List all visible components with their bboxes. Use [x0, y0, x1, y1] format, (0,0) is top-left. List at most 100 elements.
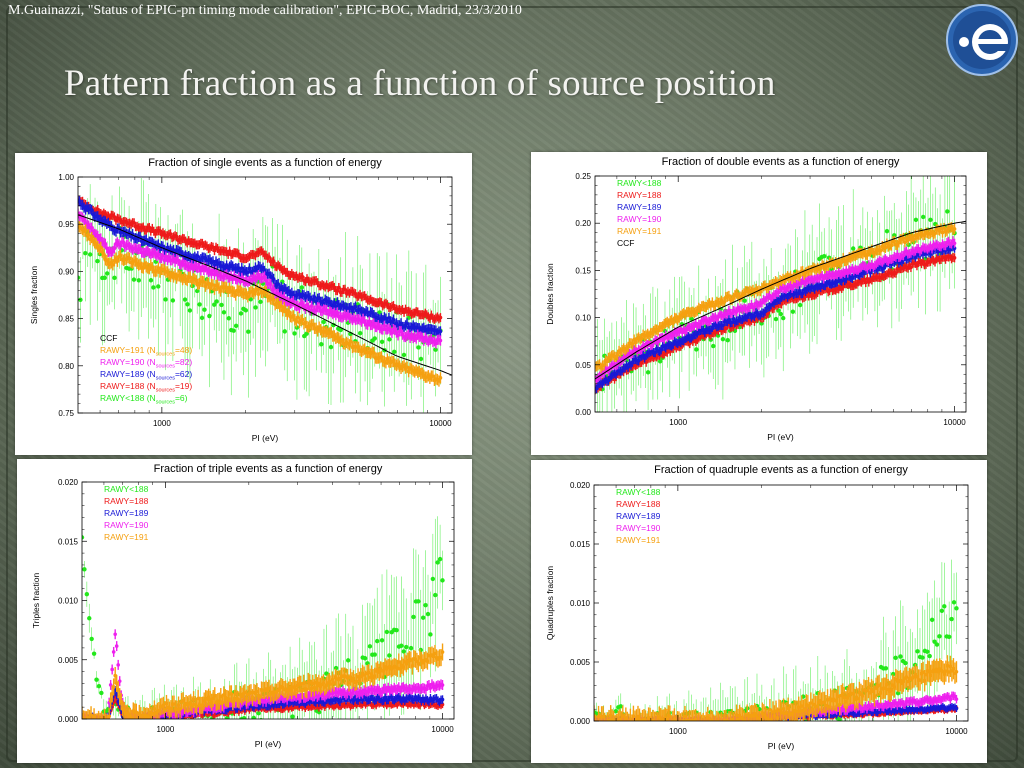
data-point: [438, 329, 443, 334]
data-point: [184, 721, 188, 725]
plot-area: [595, 176, 966, 412]
data-point: [822, 253, 827, 259]
y-tick-label: 0.75: [58, 409, 74, 418]
chart-title: Fraction of triple events as a function …: [154, 463, 383, 475]
y-tick-label: 0.15: [575, 266, 591, 275]
data-point: [214, 299, 219, 304]
data-point: [438, 315, 443, 320]
chart-triples: Fraction of triple events as a function …: [31, 463, 455, 749]
data-point: [199, 315, 205, 321]
legend-entry: RAWY=190 (Nsources=82): [100, 357, 192, 370]
data-point: [253, 305, 258, 310]
chart-panel-singles: Fraction of single events as a function …: [15, 153, 472, 455]
y-tick-label: 0.85: [58, 315, 74, 324]
series-RAWY=189: [595, 242, 957, 394]
data-point: [404, 644, 409, 650]
data-point: [367, 644, 373, 649]
data-point: [362, 656, 368, 661]
data-point: [773, 316, 779, 322]
data-point: [89, 636, 94, 642]
data-point: [430, 576, 436, 582]
series-RAWY=190: [78, 208, 443, 349]
data-point: [316, 709, 322, 715]
series-RAWY=191: [595, 222, 957, 373]
legend-entry: RAWY=188 (Nsources=19): [100, 381, 192, 394]
data-point: [742, 298, 747, 303]
data-point: [134, 250, 139, 256]
data-point: [708, 337, 714, 342]
data-point: [258, 299, 263, 305]
data-point: [163, 297, 168, 302]
legend-entry: CCF: [100, 333, 117, 343]
chart-panel-triples: Fraction of triple events as a function …: [17, 459, 472, 763]
data-point: [94, 677, 99, 682]
data-point: [338, 327, 343, 333]
data-point: [423, 602, 428, 608]
data-point: [319, 342, 324, 347]
data-point: [87, 252, 93, 257]
data-point: [207, 313, 212, 319]
data-point: [411, 614, 416, 620]
data-point: [689, 316, 694, 322]
legend-entry: RAWY=188: [617, 190, 662, 200]
data-point: [952, 241, 957, 246]
data-point: [96, 683, 102, 689]
chart-singles: Fraction of single events as a function …: [29, 157, 453, 443]
data-point: [238, 311, 244, 316]
data-point: [425, 611, 431, 617]
data-point: [268, 282, 273, 286]
data-point: [104, 271, 110, 276]
data-point: [136, 278, 142, 283]
data-point: [290, 714, 295, 719]
chart-title: Fraction of single events as a function …: [148, 157, 382, 169]
legend-subscript: sources: [156, 364, 176, 370]
data-point: [131, 277, 137, 282]
data-point: [182, 297, 188, 302]
data-point: [99, 690, 104, 696]
y-axis-label: Singles fraction: [29, 266, 39, 324]
data-point: [170, 298, 176, 303]
data-point: [282, 329, 287, 334]
data-point: [435, 560, 440, 565]
series-RAWY=191: [78, 221, 443, 387]
data-point: [694, 347, 699, 352]
data-point: [135, 724, 139, 728]
series-RAWY=190: [595, 236, 957, 385]
data-point: [394, 627, 399, 633]
data-point: [920, 214, 926, 220]
data-point: [790, 309, 796, 314]
data-point: [923, 256, 928, 262]
y-tick-label: 0.00: [575, 408, 591, 417]
data-point: [233, 323, 239, 329]
data-point: [433, 592, 438, 598]
axes-frame: [594, 175, 967, 413]
y-tick-label: 0.25: [575, 172, 591, 181]
data-point: [185, 302, 190, 307]
data-point: [83, 251, 88, 256]
slide-title: Pattern fraction as a function of source…: [64, 63, 776, 104]
data-point: [408, 645, 414, 651]
data-point: [251, 715, 256, 719]
y-tick-label: 0.20: [575, 219, 591, 228]
data-point: [321, 319, 326, 325]
data-point: [720, 336, 726, 342]
data-point: [428, 632, 433, 637]
y-tick-label: 0.05: [575, 361, 591, 370]
y-tick-label: 0.80: [58, 362, 74, 371]
data-point: [292, 331, 297, 336]
data-point: [357, 331, 363, 336]
data-point: [82, 567, 87, 572]
data-point: [952, 246, 957, 250]
plot-area: [78, 178, 452, 413]
data-point: [256, 710, 261, 716]
legend-subscript: sources: [156, 388, 176, 394]
esa-logo-icon: [944, 2, 1020, 78]
y-tick-label: 0.10: [575, 314, 591, 323]
x-axis-label: PI (eV): [767, 432, 794, 442]
legend-subscript: sources: [156, 376, 176, 382]
data-point: [725, 338, 730, 343]
data-point: [401, 352, 407, 358]
data-point: [928, 217, 933, 222]
data-point: [95, 258, 100, 264]
data-point: [156, 284, 161, 289]
